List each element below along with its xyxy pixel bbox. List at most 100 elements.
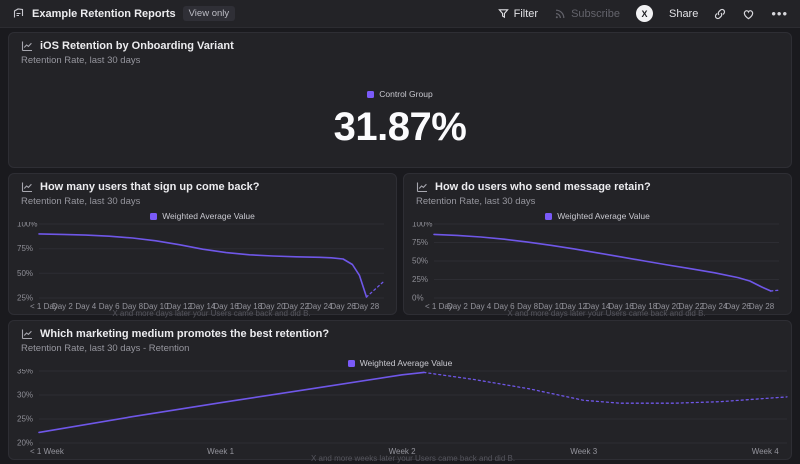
card-title[interactable]: How do users who send message retain?: [435, 181, 651, 193]
svg-text:Week 4: Week 4: [752, 447, 780, 456]
svg-text:Day 6: Day 6: [99, 302, 120, 311]
favorite-button[interactable]: [742, 8, 755, 20]
svg-text:Day 12: Day 12: [167, 302, 193, 311]
svg-text:X and more days later your Use: X and more days later your Users came ba…: [112, 309, 310, 318]
legend-swatch: [150, 212, 158, 220]
legend-label: Weighted Average Value: [557, 211, 650, 221]
heart-icon: [742, 8, 755, 20]
avatar[interactable]: X: [635, 5, 653, 22]
legend-swatch: [347, 359, 355, 367]
broadcast-icon: [554, 8, 566, 20]
svg-text:Day 22: Day 22: [284, 302, 310, 311]
card-header: Which marketing medium promotes the best…: [9, 321, 791, 354]
svg-text:Day 22: Day 22: [679, 302, 705, 311]
subscribe-button[interactable]: Subscribe: [554, 8, 620, 20]
legend: Weighted Average Value: [404, 210, 791, 222]
svg-text:Day 4: Day 4: [75, 302, 96, 311]
svg-text:100%: 100%: [17, 222, 37, 229]
svg-text:35%: 35%: [17, 369, 33, 376]
topbar: Example Retention Reports View only Filt…: [0, 0, 800, 28]
svg-text:Week 2: Week 2: [389, 447, 417, 456]
svg-text:Day 2: Day 2: [52, 302, 73, 311]
notebook-icon: [12, 7, 25, 20]
card-subtitle: Retention Rate, last 30 days - Retention: [21, 343, 190, 354]
legend: Control Group: [367, 88, 433, 100]
topbar-actions: Filter Subscribe X Share: [497, 5, 788, 22]
svg-text:Day 10: Day 10: [538, 302, 564, 311]
svg-text:X and more weeks later your Us: X and more weeks later your Users came b…: [311, 454, 515, 463]
card-title[interactable]: How many users that sign up come back?: [40, 181, 260, 193]
svg-text:Day 28: Day 28: [749, 302, 775, 311]
card-message-retention: How do users who send message retain? Re…: [403, 173, 792, 318]
legend-label: Control Group: [379, 89, 433, 99]
card-header: How do users who send message retain? Re…: [404, 174, 791, 207]
card-header: How many users that sign up come back? R…: [9, 174, 396, 207]
legend-swatch: [367, 90, 375, 98]
funnel-icon: [497, 8, 509, 19]
svg-text:Day 8: Day 8: [122, 302, 143, 311]
card-subtitle: Retention Rate, last 30 days: [416, 196, 536, 207]
legend: Weighted Average Value: [9, 210, 396, 222]
svg-text:< 1 Day: < 1 Day: [425, 302, 453, 311]
svg-text:50%: 50%: [17, 269, 33, 278]
svg-text:< 1 Week: < 1 Week: [30, 447, 65, 456]
topbar-left: Example Retention Reports View only: [12, 6, 236, 21]
svg-text:< 1 Day: < 1 Day: [30, 302, 58, 311]
legend-label: Weighted Average Value: [359, 358, 453, 368]
svg-text:25%: 25%: [17, 294, 33, 303]
svg-text:100%: 100%: [412, 222, 432, 229]
card-signup-retention: How many users that sign up come back? R…: [8, 173, 397, 318]
svg-text:Day 16: Day 16: [213, 302, 239, 311]
svg-text:Day 12: Day 12: [562, 302, 588, 311]
share-label: Share: [668, 7, 699, 20]
svg-text:75%: 75%: [17, 244, 33, 253]
card-header: iOS Retention by Onboarding Variant Rete…: [9, 33, 791, 66]
svg-text:0%: 0%: [412, 294, 424, 303]
filter-label: Filter: [513, 7, 539, 20]
svg-text:Day 24: Day 24: [702, 302, 728, 311]
card-subtitle: Retention Rate, last 30 days: [21, 196, 141, 207]
svg-text:Day 2: Day 2: [447, 302, 468, 311]
legend-swatch: [545, 212, 553, 220]
svg-text:25%: 25%: [17, 415, 33, 424]
legend: Weighted Average Value: [9, 357, 791, 369]
svg-text:Week 3: Week 3: [570, 447, 598, 456]
svg-text:Day 10: Day 10: [143, 302, 169, 311]
filter-button[interactable]: Filter: [497, 7, 539, 20]
svg-text:Day 4: Day 4: [470, 302, 491, 311]
link-icon: [714, 8, 726, 20]
svg-text:25%: 25%: [412, 275, 428, 284]
chart-type-icon: [21, 328, 33, 340]
page-title: Example Retention Reports: [32, 7, 176, 20]
card-marketing-retention: Which marketing medium promotes the best…: [8, 320, 793, 463]
more-button[interactable]: •••: [771, 7, 788, 20]
svg-text:Day 28: Day 28: [354, 302, 380, 311]
svg-text:Day 26: Day 26: [725, 302, 751, 311]
svg-text:Day 26: Day 26: [330, 302, 356, 311]
svg-text:X and more days later your Use: X and more days later your Users came ba…: [507, 309, 705, 318]
subscribe-label: Subscribe: [571, 7, 620, 20]
card-title[interactable]: Which marketing medium promotes the best…: [40, 328, 330, 340]
marketing-retention-line-chart[interactable]: 20% 25% 30% 35% < 1 Week Week 1 Week 2 Week 3 We…: [17, 369, 793, 463]
svg-text:Day 20: Day 20: [260, 302, 286, 311]
svg-text:Day 18: Day 18: [632, 302, 658, 311]
chart-type-icon: [416, 181, 428, 193]
copy-link-button[interactable]: [714, 8, 726, 20]
svg-text:Day 14: Day 14: [585, 302, 611, 311]
svg-text:Day 8: Day 8: [517, 302, 538, 311]
legend-label: Weighted Average Value: [162, 211, 255, 221]
svg-text:Day 16: Day 16: [608, 302, 634, 311]
svg-text:75%: 75%: [412, 238, 428, 247]
svg-text:30%: 30%: [17, 391, 33, 400]
ellipsis-icon: •••: [771, 6, 788, 21]
kpi-value: 31.87%: [333, 105, 467, 149]
svg-text:Day 6: Day 6: [494, 302, 515, 311]
svg-text:Day 24: Day 24: [307, 302, 333, 311]
share-button[interactable]: Share: [669, 8, 698, 20]
svg-text:Week 1: Week 1: [207, 447, 235, 456]
card-title[interactable]: iOS Retention by Onboarding Variant: [40, 40, 234, 52]
svg-text:Day 20: Day 20: [655, 302, 681, 311]
svg-text:50%: 50%: [412, 257, 428, 266]
